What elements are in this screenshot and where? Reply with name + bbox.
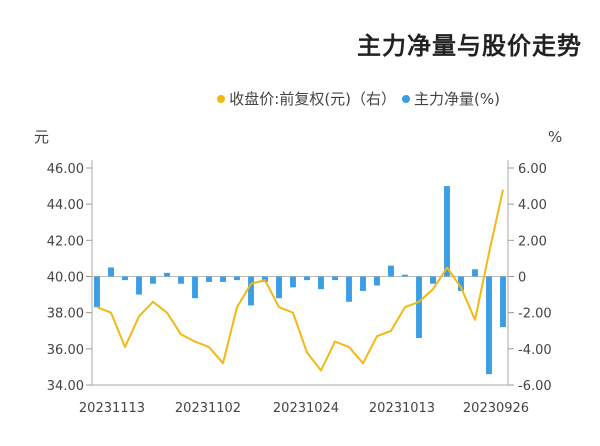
right-axis-tick-label: 2.00 — [518, 234, 547, 249]
netflow-bar[interactable] — [458, 276, 464, 291]
right-axis-tick-label: 0 — [518, 271, 526, 286]
netflow-bar[interactable] — [402, 274, 408, 277]
left-axis-tick-label: 36.00 — [47, 343, 84, 358]
right-axis-tick-label: -2.00 — [518, 307, 552, 322]
netflow-bar[interactable] — [500, 276, 506, 328]
netflow-bar[interactable] — [318, 276, 324, 290]
right-axis-tick-label: -6.00 — [518, 379, 552, 394]
netflow-bar[interactable] — [360, 276, 366, 291]
left-axis-unit: 元 — [34, 128, 49, 146]
netflow-bar[interactable] — [346, 276, 352, 302]
legend-item-price[interactable]: 收盘价:前复权(元)（右） — [217, 88, 396, 109]
netflow-bar[interactable] — [290, 276, 296, 288]
netflow-bar[interactable] — [150, 276, 156, 284]
right-axis-tick-label: 6.00 — [518, 162, 547, 177]
netflow-bar[interactable] — [94, 276, 100, 308]
right-axis-unit: % — [548, 128, 562, 146]
netflow-bar[interactable] — [444, 186, 450, 277]
netflow-bar[interactable] — [486, 276, 492, 375]
price-line[interactable] — [96, 189, 504, 372]
netflow-bar[interactable] — [206, 276, 212, 282]
netflow-bar[interactable] — [234, 276, 240, 281]
netflow-bar[interactable] — [304, 276, 310, 281]
x-axis-tick-label: 20231102 — [175, 401, 241, 416]
netflow-bar[interactable] — [192, 276, 198, 299]
x-axis-tick-label: 20231024 — [273, 401, 339, 416]
netflow-bar[interactable] — [416, 276, 422, 338]
legend-label-netflow: 主力净量(%) — [414, 90, 500, 108]
netflow-bar[interactable] — [374, 276, 380, 286]
left-axis-tick-label: 34.00 — [47, 379, 84, 394]
right-axis-tick-label: -4.00 — [518, 343, 552, 358]
netflow-bar[interactable] — [430, 276, 436, 284]
left-axis-tick-label: 46.00 — [47, 162, 84, 177]
netflow-bar[interactable] — [122, 276, 128, 281]
left-axis-tick-label: 44.00 — [47, 198, 84, 213]
left-axis-tick-label: 42.00 — [47, 234, 84, 249]
legend-marker-netflow — [402, 94, 411, 103]
right-axis-tick-label: 4.00 — [518, 198, 547, 213]
netflow-bar[interactable] — [178, 276, 184, 284]
left-axis-tick-label: 38.00 — [47, 307, 84, 322]
x-axis-tick-label: 20231113 — [79, 401, 145, 416]
netflow-bar[interactable] — [276, 276, 282, 299]
netflow-bar[interactable] — [220, 276, 226, 282]
x-axis-tick-label: 20231013 — [369, 401, 435, 416]
netflow-bar[interactable] — [248, 276, 254, 306]
legend-label-price: 收盘价:前复权(元)（右） — [229, 90, 397, 108]
netflow-bar[interactable] — [164, 272, 170, 277]
left-axis-tick-label: 40.00 — [47, 271, 84, 286]
netflow-bar[interactable] — [332, 276, 338, 281]
netflow-bar[interactable] — [472, 269, 478, 277]
chart-title: 主力净量与股价走势 — [357, 32, 582, 60]
legend: 收盘价:前复权(元)（右） 主力净量(%) — [217, 88, 500, 109]
x-axis-tick-label: 20230926 — [463, 401, 529, 416]
legend-item-netflow[interactable]: 主力净量(%) — [402, 88, 500, 109]
netflow-bar[interactable] — [136, 276, 142, 295]
netflow-bar[interactable] — [388, 265, 394, 277]
legend-marker-price — [217, 94, 226, 103]
netflow-bar[interactable] — [108, 267, 114, 277]
